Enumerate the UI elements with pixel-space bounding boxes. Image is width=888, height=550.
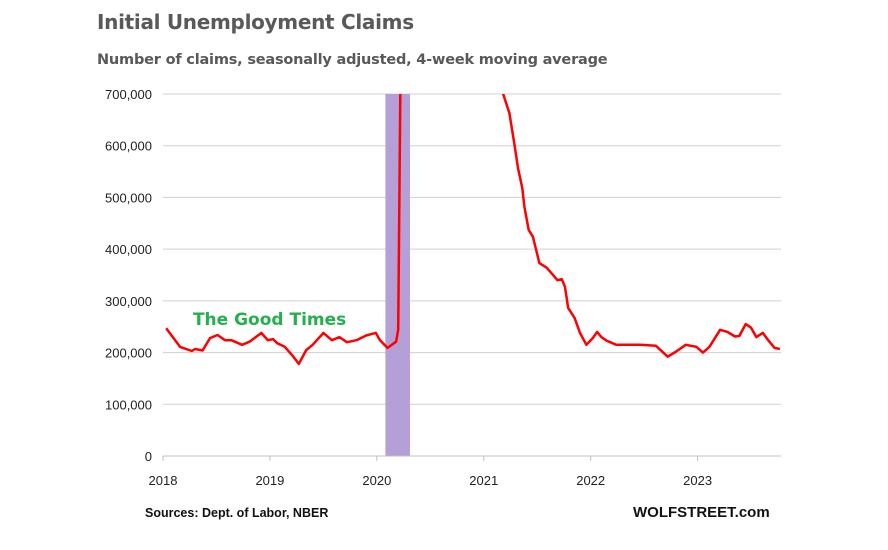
chart-title: Initial Unemployment Claims [97,10,414,34]
annotation-good-times: The Good Times [193,310,346,330]
x-tick-label: 2021 [469,473,498,488]
brand-label: WOLFSTREET.com [633,504,770,521]
y-tick-label: 300,000 [105,294,152,309]
x-tick-label: 2018 [149,473,178,488]
y-tick-label: 400,000 [105,242,152,257]
y-tick-label: 600,000 [105,139,152,154]
y-tick-label: 700,000 [105,87,152,102]
y-tick-label: 100,000 [105,397,152,412]
x-tick-label: 2022 [576,473,605,488]
x-tick-label: 2019 [255,473,284,488]
y-tick-label: 0 [145,449,152,464]
x-tick-label: 2023 [683,473,712,488]
x-tick-label: 2020 [362,473,391,488]
y-tick-label: 200,000 [105,346,152,361]
y-tick-label: 500,000 [105,190,152,205]
source-note: Sources: Dept. of Labor, NBER [145,506,329,520]
series-line [165,94,781,366]
chart-subtitle: Number of claims, seasonally adjusted, 4… [97,52,608,68]
